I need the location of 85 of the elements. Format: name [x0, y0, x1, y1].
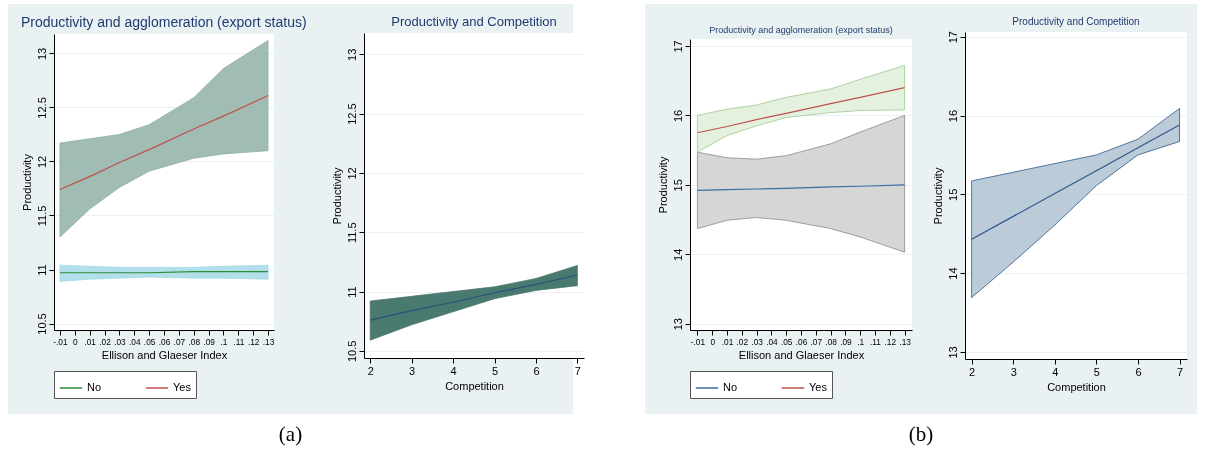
x-axis-title: Ellison and Glaeser Index: [738, 348, 865, 361]
x-tick-label: .06: [795, 336, 808, 347]
y-tick-label: 10.5: [345, 340, 358, 363]
x-tick-label: .08: [825, 336, 838, 347]
x-tick-label: .13: [899, 336, 912, 347]
legend-label: Yes: [173, 381, 192, 393]
y-tick-label: 10.5: [35, 313, 48, 335]
x-tick-label: .01: [721, 336, 734, 347]
y-tick-label: 13: [345, 48, 358, 61]
y-tick-label: 12.5: [35, 97, 48, 119]
x-tick-label: 5: [491, 364, 499, 377]
x-tick-label: .01: [84, 336, 97, 347]
y-tick-label: 12.5: [345, 103, 358, 125]
line-series: [59, 94, 269, 191]
x-tick-label: 0: [710, 336, 716, 347]
y-tick-label: 16: [671, 109, 684, 123]
x-tick-label: .07: [810, 336, 823, 347]
x-tick-label: 4: [450, 364, 457, 377]
x-tick-label: 7: [1176, 365, 1184, 378]
legend-label: No: [87, 381, 102, 393]
x-tick-label: 4: [1052, 365, 1059, 378]
y-axis-title: Productivity: [656, 156, 669, 214]
x-tick-label: .02: [99, 336, 112, 347]
x-tick-label: .03: [114, 336, 127, 347]
x-tick-label: .13: [262, 336, 275, 347]
x-tick-label: .11: [870, 336, 882, 347]
text: (a): [277, 422, 304, 447]
y-tick-label: 14: [946, 267, 959, 280]
legend-label: Yes: [809, 381, 828, 393]
x-tick-label: .06: [158, 336, 171, 347]
y-tick-label: 15: [946, 188, 959, 201]
y-tick-label: 13: [35, 47, 48, 61]
y-tick-label: 17: [946, 31, 959, 44]
chart-title: Productivity and agglomeration (export status): [21, 14, 307, 30]
x-axis-title: Ellison and Glaeser Index: [101, 348, 228, 361]
chart-title: Productivity and agglomeration (export status): [709, 25, 893, 35]
y-tick-label: 15: [671, 179, 684, 192]
x-tick-label: 7: [574, 364, 581, 377]
x-tick-label: .12: [884, 336, 897, 347]
x-tick-label: 2: [367, 364, 374, 377]
x-tick-label: -.01: [53, 336, 68, 347]
line-series: [696, 87, 906, 134]
y-tick-label: 12: [35, 155, 48, 169]
x-tick-label: .05: [780, 336, 793, 347]
x-tick-label: .07: [173, 336, 186, 347]
x-tick-label: .12: [247, 336, 260, 347]
x-tick-label: 3: [1010, 365, 1017, 378]
x-tick-label: 6: [533, 364, 540, 377]
y-tick-label: 11.5: [35, 205, 48, 227]
x-tick-label: .04: [766, 336, 779, 347]
x-tick-label: 2: [969, 365, 976, 378]
x-tick-label: .11: [233, 336, 245, 347]
x-tick-label: 0: [73, 336, 78, 347]
x-tick-label: -.01: [690, 336, 706, 347]
x-tick-label: .05: [143, 336, 156, 347]
y-axis-title: Productivity: [20, 153, 33, 211]
x-tick-label: .1: [857, 336, 865, 347]
y-tick-label: 11.5: [345, 222, 358, 244]
x-axis-title: Competition: [1047, 380, 1106, 393]
y-tick-label: 12: [345, 167, 358, 180]
x-tick-label: .09: [203, 336, 216, 347]
y-axis-title: Productivity: [330, 167, 343, 225]
y-tick-label: 11: [35, 264, 48, 276]
x-tick-label: .1: [220, 336, 228, 347]
x-axis-title: Competition: [445, 379, 504, 392]
y-axis-title: Productivity: [931, 167, 944, 225]
chart-title: Productivity and Competition: [391, 14, 557, 29]
y-tick-label: 17: [671, 40, 684, 53]
x-tick-label: .09: [840, 336, 853, 347]
text: (b): [907, 422, 935, 447]
legend-label: No: [723, 381, 738, 393]
y-tick-label: 13: [946, 346, 959, 359]
y-tick-label: 16: [946, 109, 959, 123]
x-tick-label: .04: [129, 336, 141, 347]
y-tick-label: 13: [671, 318, 684, 331]
y-tick-label: 14: [671, 248, 684, 261]
y-tick-label: 11: [345, 286, 358, 298]
x-tick-label: 3: [409, 364, 416, 377]
x-tick-label: .08: [188, 336, 201, 347]
x-tick-label: .02: [736, 336, 749, 347]
x-tick-label: .03: [751, 336, 764, 347]
x-tick-label: 5: [1093, 365, 1100, 378]
x-tick-label: 6: [1135, 365, 1142, 378]
chart-title: Productivity and Competition: [1012, 15, 1140, 27]
line-series: [369, 274, 578, 321]
